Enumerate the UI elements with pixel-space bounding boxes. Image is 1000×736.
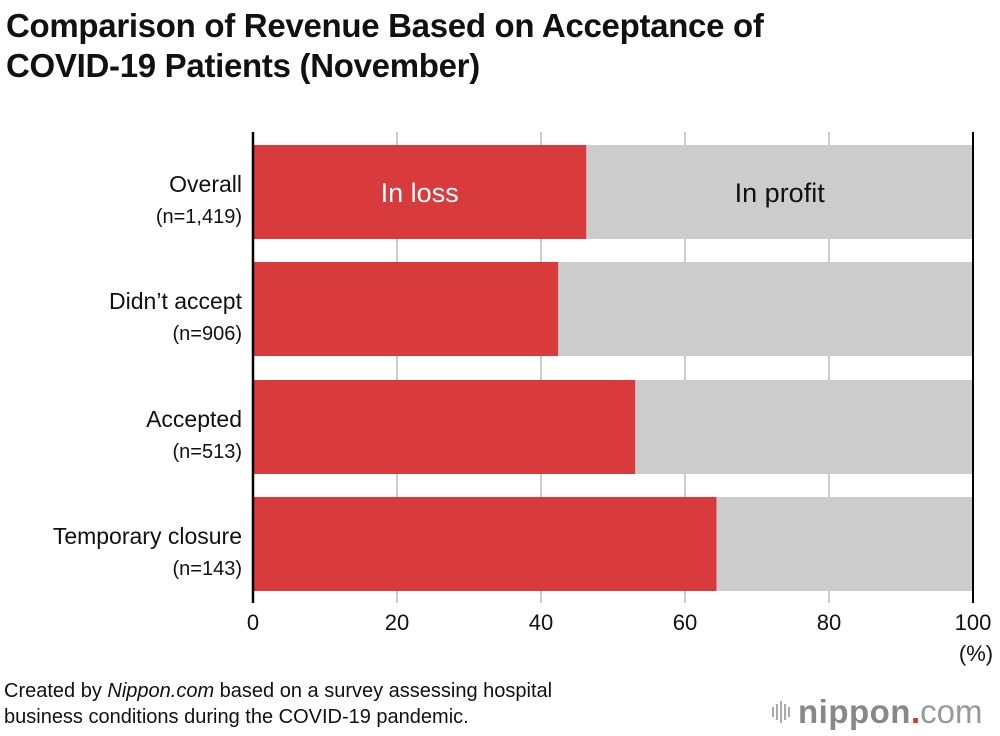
x-tick-label: 40 xyxy=(529,610,553,635)
x-tick-label: 60 xyxy=(673,610,697,635)
x-tick-label: 80 xyxy=(817,610,841,635)
footer-line-2: business conditions during the COVID-19 … xyxy=(4,706,469,728)
nippon-logo: nippon. com xyxy=(772,692,982,732)
bar-in-loss xyxy=(253,380,636,474)
category-sample-size: (n=1,419) xyxy=(156,206,242,228)
footer-credit: Created by Nippon.com based on a survey … xyxy=(4,678,552,730)
category-sample-size: (n=513) xyxy=(173,441,243,463)
bar-in-loss xyxy=(253,145,587,239)
bar-in-profit xyxy=(558,262,973,356)
logo-tld: com xyxy=(920,693,983,730)
chart-title-line-2: COVID-19 Patients (November) xyxy=(6,47,480,84)
category-sample-size: (n=906) xyxy=(173,323,243,345)
x-tick-label: 20 xyxy=(385,610,409,635)
logo-bars-icon xyxy=(772,701,790,723)
bar-in-loss xyxy=(253,262,559,356)
x-axis-unit-label: (%) xyxy=(959,641,993,666)
x-tick-label: 100 xyxy=(955,610,992,635)
bar-in-profit xyxy=(716,497,973,591)
footer-source: Nippon.com xyxy=(107,680,215,702)
chart-title-line-1: Comparison of Revenue Based on Acceptanc… xyxy=(6,7,764,44)
bar-in-loss xyxy=(253,497,717,591)
category-label: Didn’t accept xyxy=(109,288,243,314)
category-label: Overall xyxy=(169,171,242,197)
legend-label-in-loss: In loss xyxy=(381,178,459,208)
bar-in-profit xyxy=(586,145,973,239)
logo-dot: . xyxy=(910,693,921,730)
category-label: Accepted xyxy=(146,406,242,432)
legend-label-in-profit: In profit xyxy=(735,178,826,208)
footer-suffix: based on a survey assessing hospital xyxy=(214,680,553,702)
chart-title: Comparison of Revenue Based on Acceptanc… xyxy=(6,6,764,86)
logo-name: nippon xyxy=(798,693,911,730)
category-label: Temporary closure xyxy=(53,523,242,549)
footer-prefix: Created by xyxy=(4,680,108,702)
bar-in-profit xyxy=(635,380,973,474)
category-sample-size: (n=143) xyxy=(173,558,243,580)
x-tick-label: 0 xyxy=(247,610,259,635)
